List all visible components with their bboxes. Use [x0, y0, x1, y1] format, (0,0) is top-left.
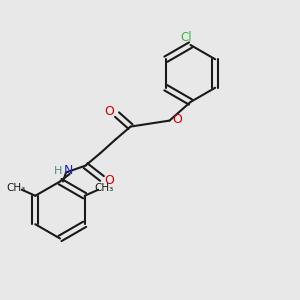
- Text: O: O: [105, 105, 114, 118]
- Text: O: O: [172, 112, 182, 126]
- Text: H: H: [54, 166, 63, 176]
- Text: Cl: Cl: [180, 31, 192, 44]
- Text: CH₃: CH₃: [94, 183, 113, 193]
- Text: CH₃: CH₃: [7, 183, 26, 193]
- Text: O: O: [105, 174, 114, 188]
- Text: N: N: [64, 164, 73, 178]
